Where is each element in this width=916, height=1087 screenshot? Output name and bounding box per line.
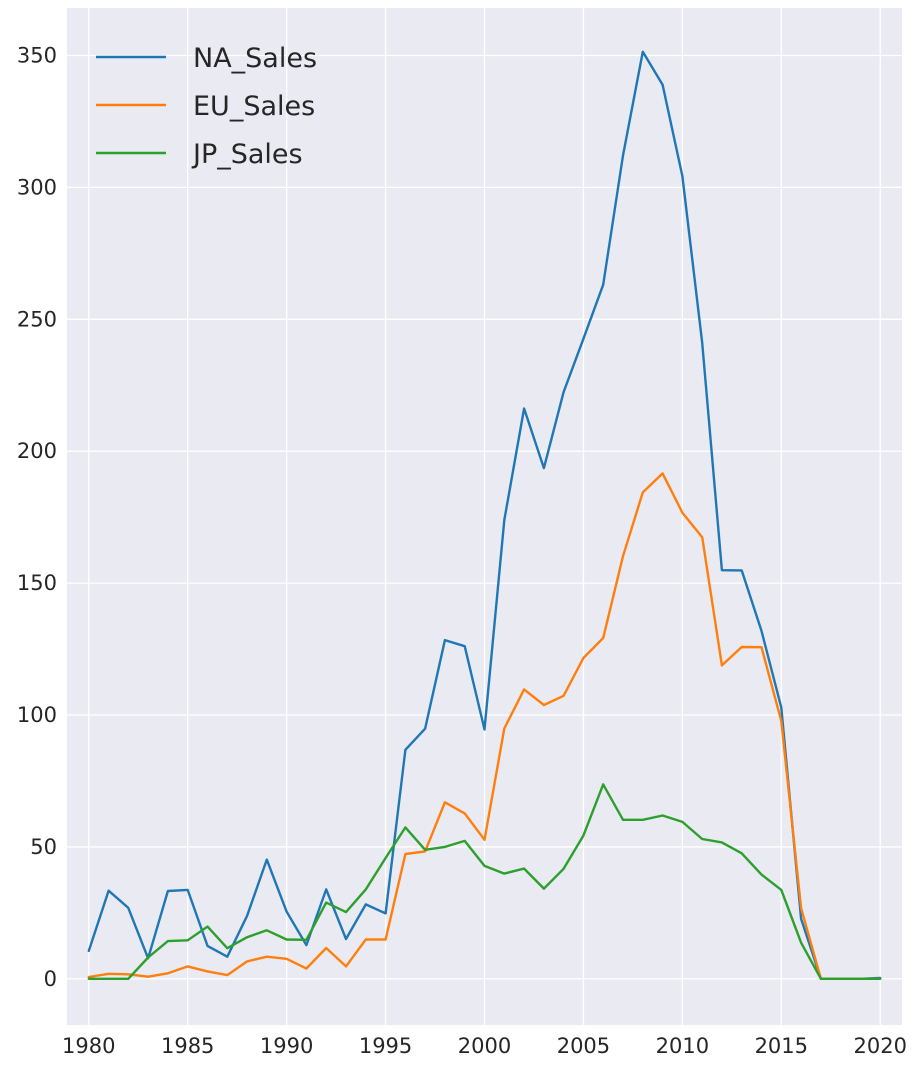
x-tick-label: 1990 (260, 1034, 313, 1058)
y-tick-label: 150 (17, 571, 57, 595)
series-line-eu-sales (87, 472, 882, 980)
x-tick-label: 1985 (161, 1034, 214, 1058)
x-tick-label: 1995 (359, 1034, 412, 1058)
x-tick-label: 2010 (656, 1034, 709, 1058)
y-tick-label: 250 (17, 307, 57, 331)
y-tick-label: 200 (17, 439, 57, 463)
legend: NA_Sales EU_Sales JP_Sales (96, 43, 317, 170)
x-tick-label: 2000 (458, 1034, 511, 1058)
x-tick-label: 2020 (854, 1034, 907, 1058)
x-tick-label: 2015 (755, 1034, 808, 1058)
legend-label: NA_Sales (193, 43, 317, 74)
x-tick-label: 2005 (557, 1034, 610, 1058)
y-tick-labels: 0 50 100 150 200 250 300 350 (17, 43, 57, 990)
series-lines (87, 50, 882, 980)
legend-label: JP_Sales (191, 139, 303, 170)
x-tick-label: 1980 (62, 1034, 115, 1058)
y-tick-label: 300 (17, 175, 57, 199)
y-tick-label: 0 (44, 967, 57, 991)
y-tick-label: 50 (30, 835, 57, 859)
y-tick-label: 350 (17, 43, 57, 67)
x-tick-labels: 1980 1985 1990 1995 2000 2005 2010 2015 2020 (62, 1034, 907, 1058)
grid-lines (67, 8, 902, 1025)
legend-label: EU_Sales (193, 91, 315, 122)
y-tick-label: 100 (17, 703, 57, 727)
series-line-na-sales (87, 50, 882, 980)
series-line-jp-sales (87, 783, 882, 980)
